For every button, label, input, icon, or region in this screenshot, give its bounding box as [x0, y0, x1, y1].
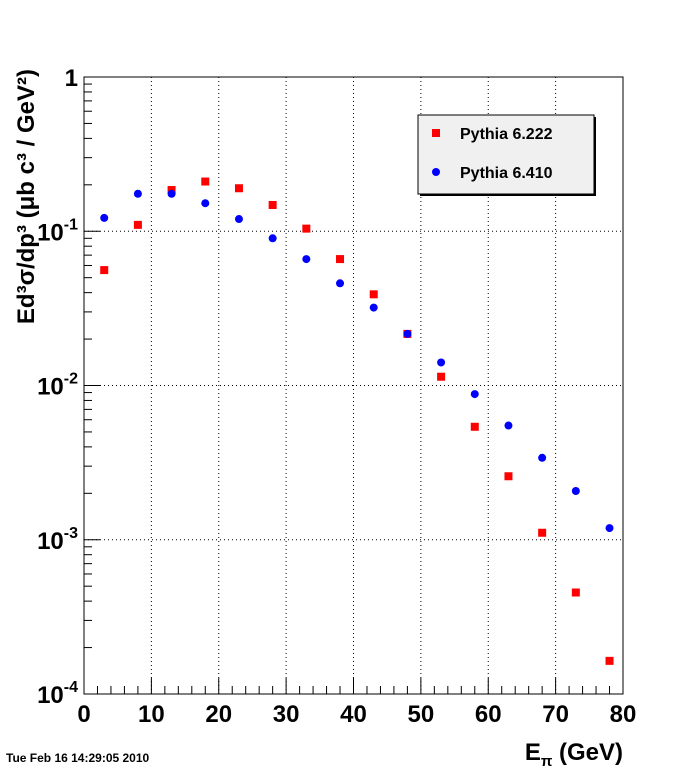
x-tick-label: 30 [273, 701, 300, 728]
x-axis-label-unit: (GeV) [552, 739, 623, 766]
data-point-pythia-6410 [302, 255, 311, 264]
data-point-pythia-6222 [234, 184, 243, 193]
data-point-pythia-6410 [538, 453, 547, 462]
x-tick-label: 60 [475, 701, 502, 728]
x-axis-label-subscript: π [541, 753, 553, 770]
data-point-pythia-6410 [605, 524, 614, 533]
data-point-pythia-6222 [504, 472, 513, 481]
x-tick-labels: 0 10 20 30 40 50 60 70 80 [77, 701, 636, 728]
data-point-pythia-6410 [234, 215, 243, 224]
data-point-pythia-6222 [336, 255, 345, 264]
x-tick-label: 0 [77, 701, 90, 728]
legend-box [417, 114, 595, 195]
data-point-pythia-6222 [302, 224, 311, 233]
legend-marker-square [432, 129, 440, 137]
data-point-pythia-6222 [605, 656, 614, 665]
legend: Pythia 6.222 Pythia 6.410 [417, 114, 596, 196]
legend-label: Pythia 6.222 [460, 126, 553, 143]
data-point-pythia-6410 [504, 421, 513, 430]
x-tick-label: 20 [205, 701, 232, 728]
data-point-pythia-6410 [403, 329, 412, 338]
x-tick-label: 10 [138, 701, 165, 728]
axis-ticks [83, 76, 624, 695]
data-point-pythia-6410 [369, 303, 378, 312]
data-point-pythia-6222 [100, 266, 109, 275]
data-point-pythia-6222 [470, 422, 479, 431]
y-tick-label: 10-2 [37, 371, 78, 401]
data-point-pythia-6410 [470, 390, 479, 399]
legend-label: Pythia 6.410 [460, 165, 553, 182]
data-point-pythia-6410 [268, 234, 277, 243]
data-point-pythia-6410 [336, 279, 345, 288]
y-tick-label: 10-3 [37, 525, 78, 555]
grid-lines [84, 77, 623, 694]
data-point-pythia-6410 [167, 189, 176, 198]
x-tick-label: 50 [408, 701, 435, 728]
data-points [100, 177, 614, 665]
x-tick-label: 70 [542, 701, 569, 728]
x-axis-label: Eπ (GeV) [525, 739, 623, 770]
y-axis-label: Ed³σ/dp³ (μb c³ / GeV²) [13, 69, 40, 324]
timestamp: Tue Feb 16 14:29:05 2010 [6, 751, 150, 765]
y-tick-label: 10-4 [37, 679, 78, 709]
x-tick-label: 40 [340, 701, 367, 728]
data-point-pythia-6222 [437, 372, 446, 381]
y-tick-label: 1 [65, 65, 78, 92]
data-point-pythia-6222 [571, 588, 580, 597]
data-point-pythia-6410 [100, 213, 109, 222]
legend-marker-circle [432, 168, 440, 176]
data-point-pythia-6222 [201, 177, 210, 186]
data-point-pythia-6222 [369, 290, 378, 299]
x-tick-label: 80 [610, 701, 637, 728]
y-tick-label: 10-1 [37, 216, 78, 246]
data-point-pythia-6410 [571, 487, 580, 496]
y-tick-labels: 1 10-1 10-2 10-3 10-4 [37, 65, 78, 709]
data-point-pythia-6222 [133, 220, 142, 229]
data-point-pythia-6222 [268, 200, 277, 209]
data-point-pythia-6222 [538, 528, 547, 537]
x-axis-label-main: E [525, 739, 541, 766]
data-point-pythia-6410 [133, 189, 142, 198]
data-point-pythia-6410 [437, 358, 446, 367]
data-point-pythia-6410 [201, 199, 210, 208]
